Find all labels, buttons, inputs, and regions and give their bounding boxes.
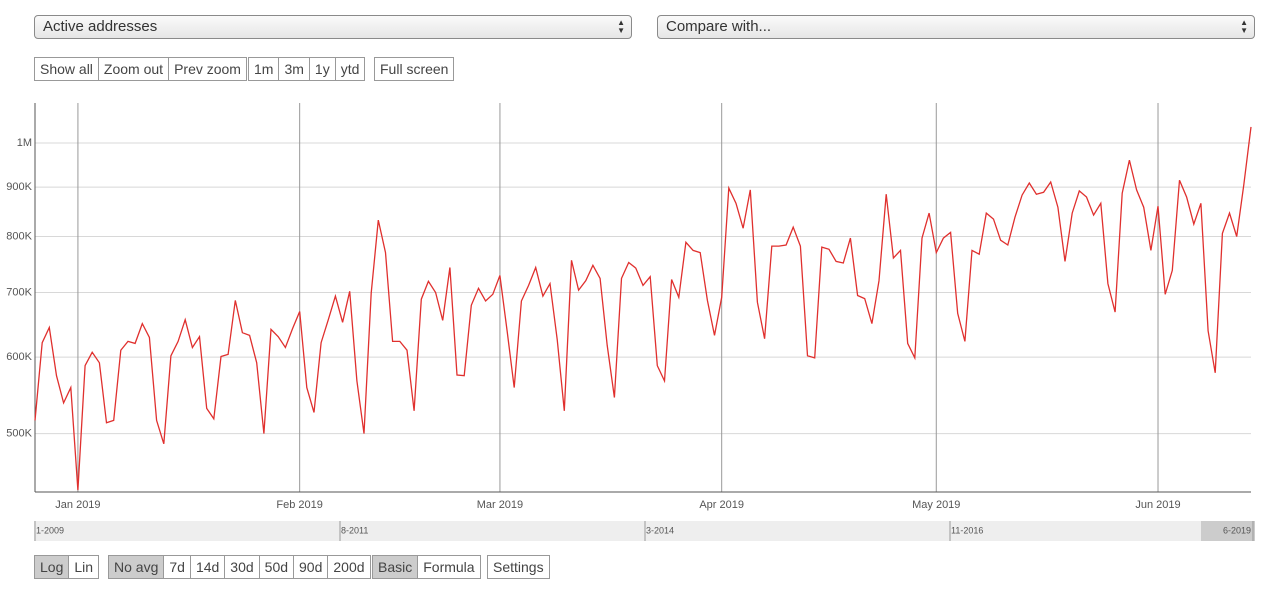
compare-label: Compare with... (666, 18, 772, 35)
button[interactable]: Lin (68, 555, 100, 579)
x-tick-label: May 2019 (912, 499, 960, 511)
y-tick-label: 1M (17, 137, 32, 149)
x-tick-label: Jan 2019 (55, 499, 100, 511)
button[interactable]: 30d (224, 555, 260, 579)
y-tick-label: 800K (6, 230, 32, 242)
average-group: No avg 7d 14d 30d 50d 90d 200d (108, 555, 371, 579)
navigator-label: 3-2014 (646, 525, 674, 535)
y-tick-label: 600K (6, 351, 32, 363)
navigator-label: 1-2009 (36, 525, 64, 535)
navigator-label: 11-2016 (951, 525, 983, 535)
fullscreen-group: Full screen (374, 57, 455, 81)
navigator-label: 6-2019 (1223, 525, 1251, 535)
navigator-window[interactable] (1201, 521, 1255, 541)
fullscreen-button[interactable]: Full screen (374, 57, 455, 81)
settings-button[interactable]: Settings (487, 555, 550, 579)
scale-group: Log Lin (34, 555, 100, 579)
settings-group: Settings (487, 555, 550, 579)
y-tick-label: 500K (6, 428, 32, 440)
button[interactable]: 200d (327, 555, 371, 579)
button[interactable]: Basic (372, 555, 419, 579)
compare-select[interactable]: Compare with... ▲ ▼ (657, 15, 1255, 39)
button[interactable]: Prev zoom (168, 57, 247, 81)
button[interactable]: No avg (108, 555, 165, 579)
period-group: 1m 3m 1y ytd (248, 57, 366, 81)
line-series (34, 126, 1252, 491)
button[interactable]: 50d (258, 555, 295, 579)
chart: 500K 600K 700K 800K 900K 1M Jan 2019 Feb 2019 Ma… (6, 103, 1255, 541)
y-tick-label: 700K (6, 286, 32, 298)
metric-label: Active addresses (43, 18, 158, 35)
button[interactable]: Log (34, 555, 70, 579)
button[interactable]: Formula (417, 555, 481, 579)
metric-select[interactable]: Active addresses ▲ ▼ (34, 15, 632, 39)
x-tick-label: Mar 2019 (477, 499, 523, 511)
x-tick-label: Jun 2019 (1135, 499, 1180, 511)
x-tick-label: Feb 2019 (276, 499, 322, 511)
button[interactable]: Show all (34, 57, 99, 81)
zoom-group: Show all Zoom out Prev zoom (34, 57, 247, 81)
select-arrow: ▲ ▼ (1240, 18, 1248, 35)
select-arrow: ▲ ▼ (617, 18, 625, 35)
button[interactable]: 1m (248, 57, 280, 81)
button[interactable]: ytd (334, 57, 366, 81)
button[interactable]: 7d (163, 555, 191, 579)
mode-group: Basic Formula (372, 555, 481, 579)
navigator-label: 8-2011 (341, 525, 368, 535)
button[interactable]: 90d (293, 555, 329, 579)
x-tick-label: Apr 2019 (699, 499, 744, 511)
button[interactable]: 14d (189, 555, 226, 579)
y-tick-label: 900K (6, 181, 32, 193)
